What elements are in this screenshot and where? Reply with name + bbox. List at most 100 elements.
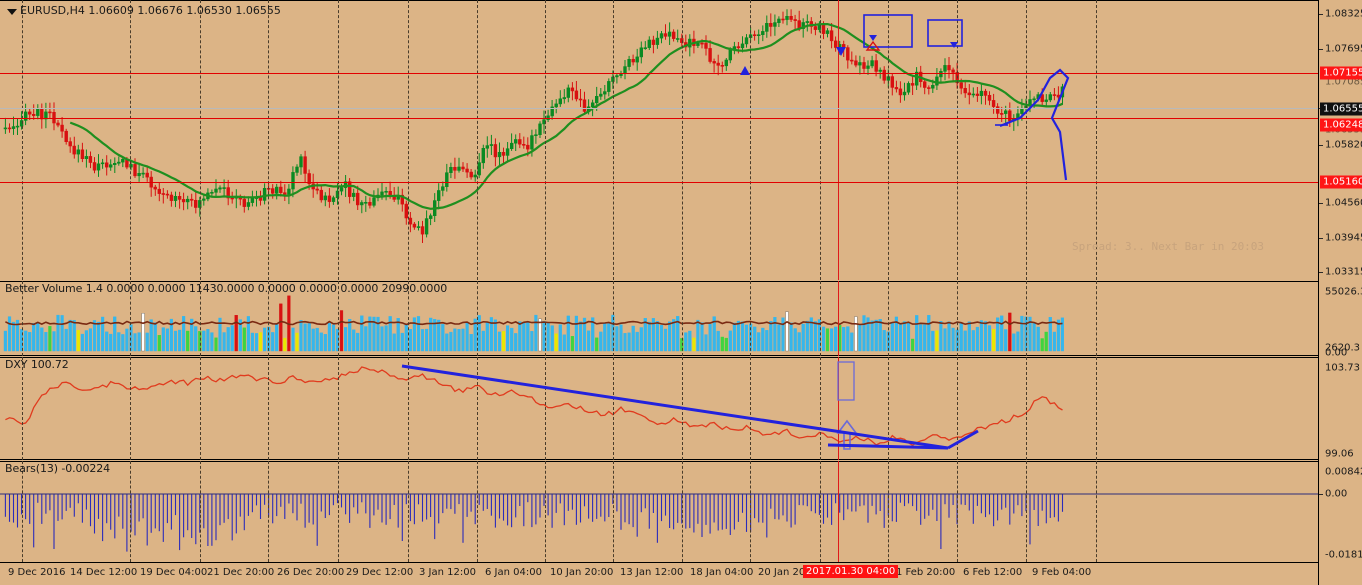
axis-tick	[1319, 14, 1323, 15]
volume-axis-mid-label: 2620.3	[1325, 342, 1360, 354]
trend-line-down[interactable]	[401, 364, 949, 450]
main-price-panel[interactable]: EURUSD,H4 1.06609 1.06676 1.06530 1.0655…	[0, 0, 1318, 280]
rectangle-object-1[interactable]	[863, 14, 913, 48]
grid-line	[408, 461, 409, 562]
grid-line	[545, 461, 546, 562]
symbol-header-label: EURUSD,H4 1.06609 1.06676 1.06530 1.0655…	[20, 4, 281, 17]
bears-axis-bottom-label: -0.01818	[1325, 549, 1362, 561]
grid-line	[268, 281, 269, 356]
time-axis-label: 9 Dec 2016	[8, 567, 66, 578]
rectangle-object-dxy[interactable]	[837, 361, 855, 401]
time-axis[interactable]: 9 Dec 2016 14 Dec 12:00 19 Dec 04:00 21 Dec…	[0, 562, 1318, 585]
axis-tick	[1319, 494, 1323, 495]
grid-line	[130, 0, 131, 280]
volume-indicator-panel[interactable]: Better Volume 1.4 0.0000 0.0000 11430.00…	[0, 281, 1318, 356]
grid-line	[1096, 461, 1097, 562]
bears-axis-mid-label: 0.00	[1325, 488, 1348, 500]
grid-line	[268, 461, 269, 562]
dxy-indicator-label: DXY 100.72	[5, 358, 69, 371]
volume-axis-bottom-label: 0.00	[1325, 347, 1348, 359]
trend-line-base[interactable]	[827, 443, 949, 450]
candlestick-series	[3, 9, 1065, 243]
grid-line	[888, 461, 889, 562]
grid-line	[957, 461, 958, 562]
axis-tick	[1319, 49, 1323, 50]
grid-line	[750, 0, 751, 280]
grid-line	[820, 281, 821, 356]
grid-line	[408, 357, 409, 460]
dxy-drawing-objects[interactable]	[0, 357, 1318, 460]
grid-line	[1096, 281, 1097, 356]
grid-line	[477, 281, 478, 356]
grid-line	[545, 357, 546, 460]
grid-line	[22, 461, 23, 562]
grid-line	[820, 357, 821, 460]
crosshair-vertical-line	[838, 357, 839, 460]
time-axis-label: 6 Jan 04:00	[485, 567, 542, 578]
chart-menu-arrow-icon[interactable]	[7, 9, 17, 15]
grid-line	[338, 0, 339, 280]
grid-line	[477, 461, 478, 562]
dxy-line-series	[5, 366, 1063, 446]
time-axis-label: 6 Feb 12:00	[963, 567, 1023, 578]
axis-label: 1.08325	[1325, 8, 1362, 20]
dxy-indicator-panel[interactable]: DXY 100.72	[0, 357, 1318, 460]
trend-line-up[interactable]	[947, 429, 979, 450]
rectangle-object-2[interactable]	[927, 19, 963, 47]
grid-line	[477, 0, 478, 280]
drawing-objects-layer[interactable]	[0, 0, 1318, 280]
grid-line	[130, 357, 131, 460]
grid-line	[338, 461, 339, 562]
time-axis-label: 26 Dec 20:00	[277, 567, 345, 578]
crosshair-vertical-line	[838, 281, 839, 356]
grid-line	[820, 0, 821, 280]
grid-line	[750, 461, 751, 562]
price-tag-support-high[interactable]: 1.07155	[1320, 66, 1362, 80]
time-axis-label: 29 Dec 12:00	[346, 567, 414, 578]
arrow-marker-up-3[interactable]	[950, 42, 958, 48]
axis-tick	[1319, 238, 1323, 239]
bears-power-panel[interactable]: Bears(13) -0.00224	[0, 461, 1318, 562]
time-axis-label: 1 Feb 20:00	[896, 567, 956, 578]
arrow-marker-down-1[interactable]	[740, 66, 750, 75]
current-price-line	[0, 108, 1318, 109]
panel-divider	[0, 357, 1318, 358]
grid-line	[200, 461, 201, 562]
axis-tick	[1319, 203, 1323, 204]
grid-line	[682, 281, 683, 356]
grid-line	[1026, 0, 1027, 280]
grid-line	[1026, 357, 1027, 460]
panel-divider	[0, 0, 1318, 1]
arrow-marker-up-2[interactable]	[869, 35, 877, 41]
grid-line	[22, 357, 23, 460]
marker-x-1[interactable]	[865, 40, 881, 51]
bears-axis-top-label: 0.00842	[1325, 466, 1362, 478]
grid-line	[750, 357, 751, 460]
grid-line	[1096, 357, 1097, 460]
volume-axis-top-label: 55026.3	[1325, 286, 1362, 298]
support-line-107085[interactable]	[0, 118, 1318, 119]
grid-line	[613, 357, 614, 460]
time-axis-label: 10 Jan 20:00	[550, 567, 614, 578]
grid-line	[200, 357, 201, 460]
grid-line	[477, 357, 478, 460]
arrow-marker-up-1[interactable]	[836, 47, 846, 56]
price-axis[interactable]: 1.08325 1.07695 1.07085 1.06555 1.05820 …	[1318, 0, 1362, 585]
grid-line	[613, 0, 614, 280]
price-tag-support-mid[interactable]: 1.06248	[1320, 118, 1362, 132]
time-axis-label: 21 Dec 20:00	[207, 567, 275, 578]
grid-line	[957, 357, 958, 460]
zigzag-forecast-line[interactable]	[999, 68, 1070, 181]
support-line-107155[interactable]	[0, 73, 1318, 74]
crosshair-time-tag[interactable]: 2017.01.30 04:00	[803, 565, 899, 578]
grid-line	[1026, 281, 1027, 356]
dxy-axis-top-label: 103.73	[1325, 362, 1360, 374]
support-line-105160[interactable]	[0, 182, 1318, 183]
grid-line	[957, 0, 958, 280]
grid-line	[338, 357, 339, 460]
price-tag-support-low[interactable]: 1.05160	[1320, 175, 1362, 189]
bears-indicator-label: Bears(13) -0.00224	[5, 462, 111, 475]
time-axis-label: 18 Jan 04:00	[690, 567, 754, 578]
price-tag-current[interactable]: 1.06555	[1320, 102, 1362, 116]
